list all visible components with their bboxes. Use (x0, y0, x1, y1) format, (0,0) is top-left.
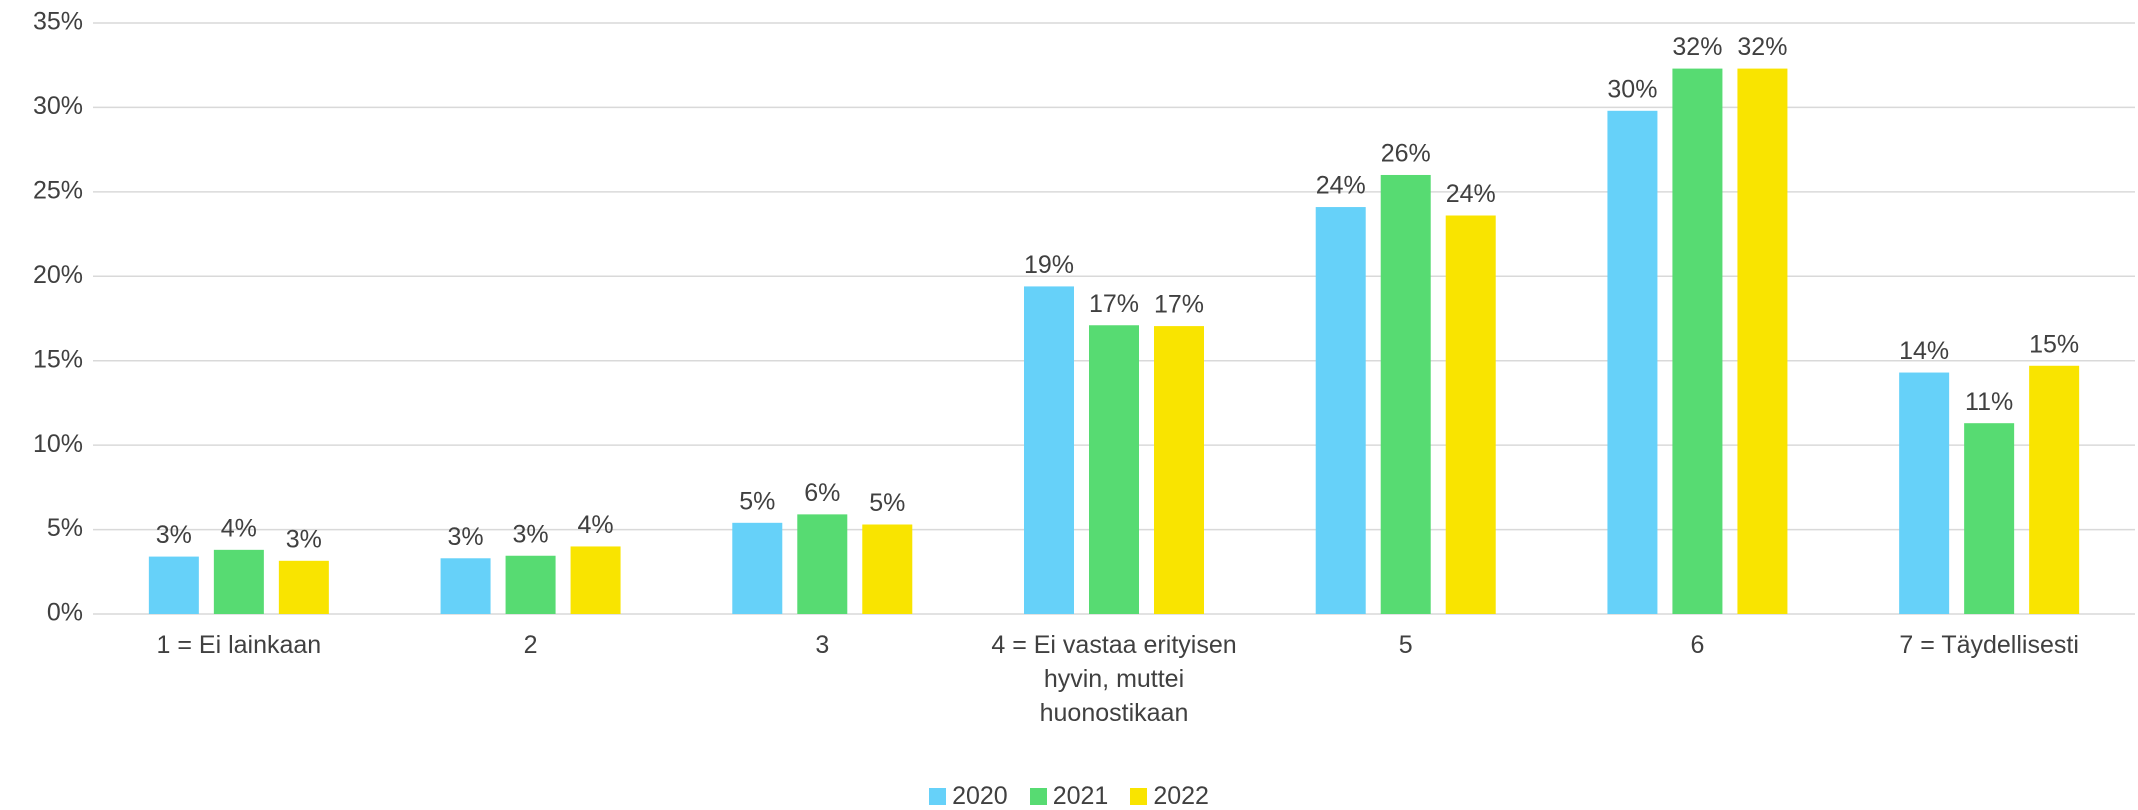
bar (1315, 207, 1366, 614)
data-label: 3% (448, 523, 484, 551)
legend-swatch (1029, 788, 1047, 805)
data-label: 5% (739, 487, 775, 515)
data-label: 5% (869, 489, 905, 517)
y-tick-label: 35% (33, 8, 83, 36)
bar (213, 549, 264, 614)
x-tick-label: 5 (1398, 631, 1413, 659)
data-label: 19% (1024, 251, 1074, 279)
bar (570, 546, 621, 614)
x-tick-label: 3 (815, 631, 830, 659)
data-label: 3% (156, 521, 192, 549)
legend-label: 2022 (1153, 782, 1209, 810)
bar (732, 522, 783, 614)
bar (278, 560, 329, 614)
bar (1089, 325, 1139, 614)
bar (148, 556, 199, 614)
bar (505, 555, 556, 614)
data-label: 3% (513, 520, 549, 548)
data-label: 3% (286, 525, 322, 553)
y-tick-label: 25% (33, 176, 83, 204)
bar (1737, 68, 1788, 614)
data-label: 24% (1316, 172, 1366, 200)
legend-item: 2022 (1130, 782, 1209, 810)
data-label: 14% (1899, 337, 1949, 365)
x-tick-label: 4 = Ei vastaa erityisen hyvin, muttei hu… (991, 631, 1237, 727)
bar (440, 558, 491, 614)
bar (1672, 68, 1723, 614)
data-label: 15% (2029, 330, 2079, 358)
y-tick-label: 10% (33, 430, 83, 458)
data-label: 24% (1446, 180, 1496, 208)
legend: 2020 2021 2022 (0, 782, 2138, 810)
legend-item: 2021 (1029, 782, 1109, 810)
data-label: 6% (804, 479, 840, 507)
data-label: 32% (1737, 33, 1787, 61)
data-label: 30% (1607, 75, 1657, 103)
legend-swatch (1130, 788, 1148, 805)
bar (1899, 372, 1950, 614)
x-tick-label: 2 (523, 631, 538, 659)
legend-swatch (929, 788, 947, 805)
bar (1607, 110, 1658, 614)
data-label: 32% (1672, 33, 1722, 61)
data-label: 4% (221, 514, 257, 542)
legend-item: 2020 (929, 782, 1008, 810)
y-tick-label: 5% (47, 514, 83, 542)
data-label: 11% (1965, 388, 2013, 416)
data-label: 4% (578, 511, 614, 539)
bar (1154, 326, 1204, 614)
bar (1445, 215, 1496, 615)
bar (2029, 365, 2080, 614)
bar (1024, 286, 1074, 614)
x-tick-label: 6 (1690, 631, 1705, 659)
y-tick-label: 0% (47, 599, 83, 627)
bar (797, 514, 848, 614)
x-tick-label: 7 = Täydellisesti (1899, 631, 2079, 659)
y-tick-label: 30% (33, 92, 83, 120)
y-tick-label: 20% (33, 261, 83, 289)
legend-label: 2020 (952, 782, 1008, 810)
bar (1380, 174, 1431, 614)
y-tick-label: 15% (33, 345, 83, 373)
bar (1964, 423, 2015, 614)
bar (862, 524, 913, 614)
x-tick-label: 1 = Ei lainkaan (156, 631, 322, 659)
data-label: 17% (1154, 291, 1204, 319)
data-label: 17% (1089, 290, 1139, 318)
legend-label: 2021 (1052, 782, 1109, 810)
data-label: 26% (1381, 140, 1431, 168)
